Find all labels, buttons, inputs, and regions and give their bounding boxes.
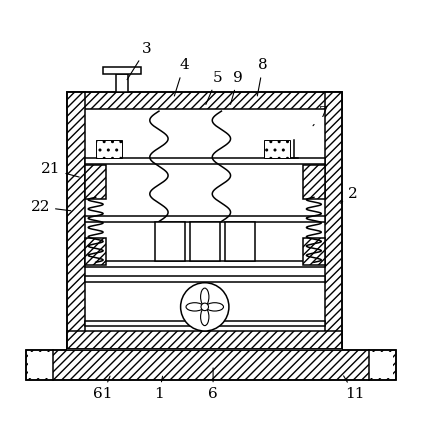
Bar — [155, 222, 185, 261]
Text: 4: 4 — [174, 58, 189, 96]
Text: 9: 9 — [230, 71, 243, 104]
Text: 8: 8 — [257, 58, 268, 96]
Ellipse shape — [206, 303, 224, 311]
Text: 2: 2 — [340, 187, 357, 203]
Bar — [85, 238, 106, 265]
Bar — [85, 165, 106, 198]
Bar — [68, 92, 342, 109]
Text: 6: 6 — [208, 368, 218, 401]
Text: 61: 61 — [93, 376, 113, 401]
Bar — [85, 216, 325, 222]
Bar — [85, 158, 325, 164]
Bar — [85, 261, 325, 267]
Text: 22: 22 — [30, 200, 71, 214]
Bar — [68, 92, 85, 349]
Ellipse shape — [200, 288, 209, 306]
Bar — [116, 74, 128, 92]
Bar — [97, 140, 122, 158]
Text: 11: 11 — [344, 376, 365, 401]
Bar — [303, 238, 325, 265]
Bar — [26, 350, 396, 380]
Text: 7: 7 — [313, 106, 328, 126]
Bar — [85, 276, 325, 282]
Bar — [85, 321, 325, 326]
Bar — [190, 222, 220, 261]
Bar — [369, 352, 393, 378]
Bar — [68, 331, 342, 349]
Circle shape — [201, 303, 208, 311]
Bar — [303, 165, 325, 198]
Text: 21: 21 — [41, 163, 79, 177]
Text: 3: 3 — [127, 42, 151, 80]
Bar — [26, 350, 396, 380]
Ellipse shape — [186, 303, 203, 311]
Bar — [28, 352, 53, 378]
Bar — [68, 92, 342, 349]
Text: 5: 5 — [206, 71, 222, 105]
Circle shape — [181, 283, 229, 331]
Text: 1: 1 — [154, 376, 164, 401]
Bar — [68, 349, 342, 350]
Bar — [325, 92, 342, 349]
Bar — [264, 140, 290, 158]
Bar — [103, 66, 141, 74]
Ellipse shape — [200, 308, 209, 326]
Bar — [225, 222, 255, 261]
